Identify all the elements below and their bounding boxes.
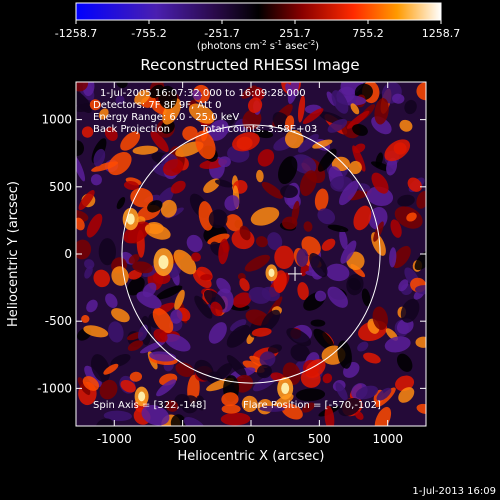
colorbar-ticks — [75, 20, 442, 24]
chart-title: Reconstructed RHESSI Image — [140, 56, 359, 74]
colorbar-units: (photons cm-2 s-1 asec-2) — [197, 39, 319, 52]
y-tick-label: 0 — [64, 247, 72, 261]
y-tick-label: 1000 — [41, 113, 72, 127]
y-axis-tick-labels: 1000 500 0 -500 -1000 — [37, 113, 72, 396]
footer-timestamp: 1-Jul-2013 16:09 — [412, 486, 496, 497]
x-tick-label: -500 — [169, 432, 196, 446]
colorbar-tick-labels: -1258.7 -755.2 -251.7 251.7 755.2 1258.7 — [55, 27, 460, 40]
x-tick-label: -1000 — [97, 432, 132, 446]
annotation-energy: Energy Range: 6.0 - 25.0 keV — [93, 112, 239, 123]
y-axis-label: Heliocentric Y (arcsec) — [6, 181, 21, 327]
x-tick-label: 0 — [247, 432, 255, 446]
y-tick-label: -1000 — [37, 381, 72, 395]
colorbar-gradient — [75, 2, 442, 21]
colorbar: -1258.7 -755.2 -251.7 251.7 755.2 1258.7 (pho… — [55, 2, 460, 52]
colorbar-tick-label: 1258.7 — [422, 27, 461, 40]
x-axis-ticks — [113, 82, 389, 426]
colorbar-tick-label: 251.7 — [279, 27, 311, 40]
colorbar-tick-label: -755.2 — [131, 27, 166, 40]
solar-limb-circle — [121, 124, 381, 384]
annotation-flare-position: Flare Position = [-570,-102] — [243, 400, 381, 411]
y-tick-label: 500 — [49, 180, 72, 194]
colorbar-tick-label: -251.7 — [204, 27, 239, 40]
annotations: 1-Jul-2005 16:07:32.000 to 16:09:28.000 … — [93, 88, 381, 411]
y-axis-ticks — [76, 119, 426, 389]
colorbar-tick-label: -1258.7 — [55, 27, 97, 40]
heatmap-image — [76, 82, 426, 426]
colorbar-tick-label: 755.2 — [352, 27, 384, 40]
x-axis-label: Heliocentric X (arcsec) — [178, 449, 325, 464]
annotation-method: Back Projection — [93, 124, 170, 135]
annotation-spin-axis: Spin Axis = [322,-148] — [93, 400, 206, 411]
crosshair-marker — [288, 266, 303, 281]
x-tick-label: 1000 — [372, 432, 403, 446]
x-axis-tick-labels: -1000 -500 0 500 1000 — [97, 432, 403, 446]
annotation-detectors: Detectors: 7F 8F 9F, Att 0 — [93, 100, 221, 111]
x-tick-label: 500 — [308, 432, 331, 446]
y-tick-label: -500 — [45, 314, 72, 328]
annotation-total-counts: Total counts: 3.58E+03 — [200, 124, 317, 135]
annotation-time-range: 1-Jul-2005 16:07:32.000 to 16:09:28.000 — [100, 88, 306, 99]
